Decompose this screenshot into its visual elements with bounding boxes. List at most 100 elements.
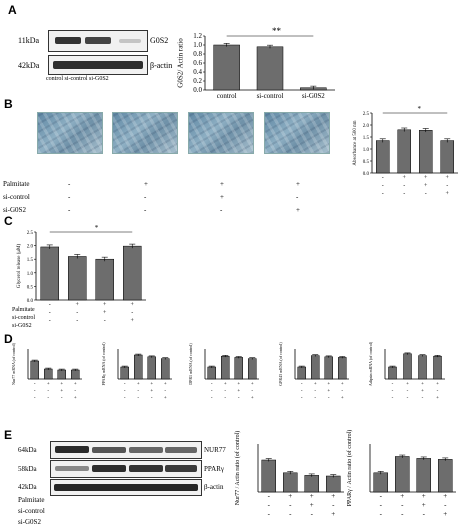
treatment-sign: + bbox=[296, 206, 300, 214]
band bbox=[165, 465, 197, 472]
significance-marker: * bbox=[95, 224, 99, 232]
treatment-sign: - bbox=[401, 510, 404, 518]
treatment-sign: - bbox=[382, 191, 384, 197]
treatment-sign: - bbox=[392, 389, 394, 394]
bar bbox=[403, 353, 412, 380]
treatment-sign: - bbox=[401, 501, 404, 509]
bar bbox=[120, 366, 129, 380]
bar bbox=[57, 369, 66, 380]
treatment-sign: + bbox=[237, 382, 240, 387]
treatment-sign: - bbox=[289, 510, 292, 518]
treatment-sign: + bbox=[144, 180, 148, 188]
treatment-sign: - bbox=[124, 389, 126, 394]
treatment-sign: - bbox=[380, 510, 383, 518]
y-tick-label: 0.4 bbox=[193, 68, 202, 76]
treatment-sign: + bbox=[47, 382, 50, 387]
blot-e-kda-1: 64kDa bbox=[18, 446, 37, 454]
bar bbox=[397, 129, 411, 174]
bar bbox=[440, 140, 454, 174]
band bbox=[165, 447, 197, 453]
treatment-sign: - bbox=[382, 183, 384, 189]
bar bbox=[95, 258, 114, 301]
y-tick-label: 1.5 bbox=[363, 136, 370, 141]
treatment-sign: - bbox=[49, 318, 51, 324]
row-label-si-g0s2: si-G0S2 bbox=[3, 206, 26, 214]
treatment-sign: + bbox=[296, 180, 300, 188]
bar bbox=[416, 458, 431, 493]
panel-label-d: D bbox=[4, 332, 13, 346]
y-axis-label: PPARγ mRNA (of control) bbox=[101, 342, 106, 386]
treatment-sign: - bbox=[104, 318, 106, 324]
y-tick-label: 2.5 bbox=[27, 231, 34, 236]
treatment-sign: - bbox=[47, 389, 49, 394]
treatment-sign: - bbox=[422, 396, 424, 401]
treatment-sign: + bbox=[224, 382, 227, 387]
treatment-sign: - bbox=[49, 302, 51, 308]
y-axis-label: Adipsin mRNA (of control) bbox=[368, 341, 373, 386]
micrograph-palmitate-si-control bbox=[188, 112, 254, 154]
blot-e-nur77 bbox=[50, 441, 202, 459]
band bbox=[129, 447, 163, 453]
treatment-sign: - bbox=[61, 396, 63, 401]
treatment-sign: - bbox=[137, 396, 139, 401]
row-label-si-g0s2-c: si-G0S2 bbox=[12, 323, 32, 329]
band bbox=[129, 465, 163, 472]
treatment-sign: - bbox=[131, 310, 133, 316]
band bbox=[54, 484, 198, 491]
treatment-sign: - bbox=[437, 389, 439, 394]
treatment-sign: + bbox=[288, 492, 292, 500]
treatment-sign: - bbox=[137, 389, 139, 394]
treatment-sign: - bbox=[311, 510, 314, 518]
bar bbox=[44, 368, 53, 380]
bar bbox=[433, 355, 442, 380]
treatment-sign: - bbox=[392, 396, 394, 401]
treatment-sign: + bbox=[400, 492, 404, 500]
treatment-sign: + bbox=[103, 302, 107, 308]
y-tick-label: 0.0 bbox=[193, 86, 202, 94]
treatment-sign: - bbox=[289, 501, 292, 509]
treatment-sign: + bbox=[341, 382, 344, 387]
y-tick-label: 0.8 bbox=[193, 50, 202, 58]
treatment-sign: - bbox=[211, 396, 213, 401]
treatment-sign: - bbox=[328, 396, 330, 401]
blot-a-lanes: control si-control si-G0S2 bbox=[46, 76, 109, 82]
bar bbox=[304, 475, 319, 493]
treatment-sign: - bbox=[425, 191, 427, 197]
treatment-sign: - bbox=[380, 492, 383, 500]
treatment-sign: + bbox=[237, 389, 240, 394]
bar bbox=[324, 356, 333, 380]
bar bbox=[419, 130, 433, 174]
y-axis-label: Glycerol release (μM) bbox=[17, 244, 22, 289]
band bbox=[55, 466, 89, 471]
treatment-sign: + bbox=[164, 396, 167, 401]
x-tick-label: si-G0S2 bbox=[302, 92, 325, 100]
treatment-sign: - bbox=[76, 310, 78, 316]
blot-e-ppar bbox=[50, 460, 202, 478]
bar bbox=[147, 356, 156, 380]
bar bbox=[40, 246, 59, 301]
treatment-sign: - bbox=[238, 396, 240, 401]
treatment-sign: + bbox=[314, 382, 317, 387]
treatment-sign: - bbox=[382, 175, 384, 181]
y-tick-label: 0.2 bbox=[193, 77, 202, 85]
row-label-palmitate-e: Palmitate bbox=[18, 496, 45, 504]
treatment-sign: + bbox=[251, 396, 254, 401]
treatment-sign: - bbox=[407, 389, 409, 394]
treatment-sign: + bbox=[446, 191, 450, 197]
treatment-sign: - bbox=[224, 389, 226, 394]
blot-a-g0s2 bbox=[48, 30, 148, 52]
panel-label-b: B bbox=[4, 97, 13, 111]
y-axis-label: PPARγ / Actin ratio (of control) bbox=[346, 430, 353, 507]
treatment-sign: + bbox=[251, 382, 254, 387]
bar bbox=[234, 357, 243, 380]
bar bbox=[71, 369, 80, 380]
bar bbox=[326, 475, 341, 493]
y-tick-label: 0.5 bbox=[27, 285, 34, 290]
row-label-si-control-c: si-control bbox=[12, 315, 35, 321]
treatment-sign: + bbox=[436, 396, 439, 401]
treatment-sign: - bbox=[68, 206, 71, 214]
band bbox=[92, 465, 126, 472]
treatment-sign: - bbox=[68, 193, 71, 201]
treatment-sign: + bbox=[424, 175, 428, 181]
